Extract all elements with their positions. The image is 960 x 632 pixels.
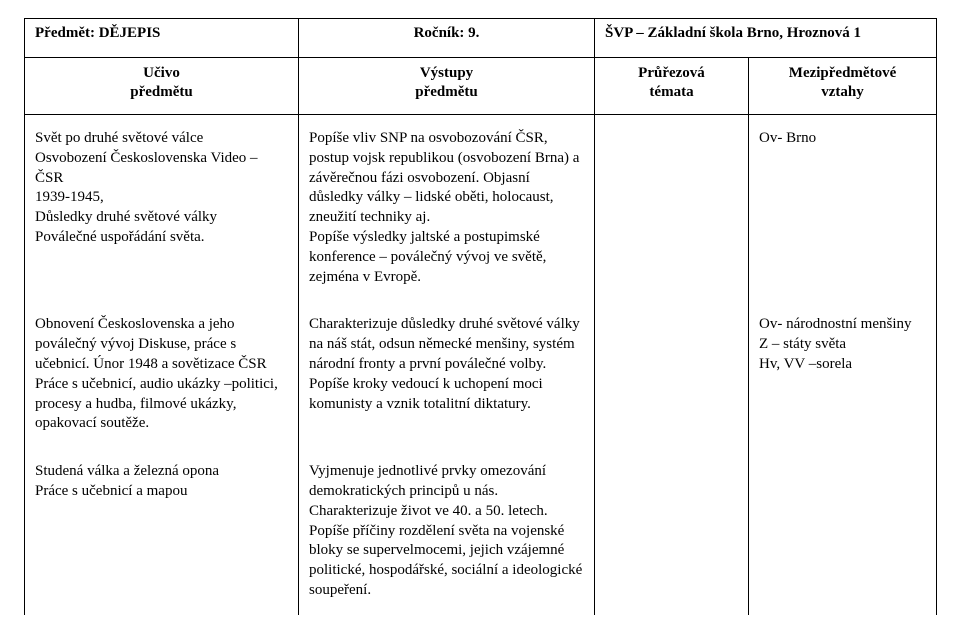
table-row: Studená válka a železná oponaPráce s uče…	[25, 448, 937, 615]
table-row: Svět po druhé světové válceOsvobození Če…	[25, 115, 937, 301]
cell-vystupy: Vyjmenuje jednotlivé prvky omezování dem…	[299, 448, 595, 615]
grade-cell: Ročník: 9.	[299, 19, 595, 58]
cell-temata	[595, 115, 749, 301]
cell-ucivo: Obnovení Československa a jeho poválečný…	[25, 301, 299, 448]
cell-temata	[595, 448, 749, 615]
cell-vztahy: Ov- národnostní menšinyZ – státy světaHv…	[749, 301, 937, 448]
column-headers-row: Učivopředmětu Výstupypředmětu Průřezovát…	[25, 58, 937, 115]
subject-cell: Předmět: DĚJEPIS	[25, 19, 299, 58]
cell-vztahy: Ov- Brno	[749, 115, 937, 301]
cell-ucivo: Studená válka a železná oponaPráce s uče…	[25, 448, 299, 615]
cell-vystupy: Charakterizuje důsledky druhé světové vá…	[299, 301, 595, 448]
cell-vystupy: Popíše vliv SNP na osvobozování ČSR, pos…	[299, 115, 595, 301]
curriculum-page: Předmět: DĚJEPIS Ročník: 9. ŠVP – Základ…	[0, 0, 960, 632]
title-row: Předmět: DĚJEPIS Ročník: 9. ŠVP – Základ…	[25, 19, 937, 58]
col-header-temata: Průřezovátémata	[595, 58, 749, 115]
svp-cell: ŠVP – Základní škola Brno, Hroznová 1	[595, 19, 937, 58]
cell-temata	[595, 301, 749, 448]
cell-ucivo: Svět po druhé světové válceOsvobození Če…	[25, 115, 299, 301]
content-table: Svět po druhé světové válceOsvobození Če…	[24, 115, 937, 615]
header-table: Předmět: DĚJEPIS Ročník: 9. ŠVP – Základ…	[24, 18, 937, 115]
cell-vztahy	[749, 448, 937, 615]
col-header-vztahy: Mezipředmětovévztahy	[749, 58, 937, 115]
table-row: Obnovení Československa a jeho poválečný…	[25, 301, 937, 448]
col-header-ucivo: Učivopředmětu	[25, 58, 299, 115]
col-header-vystupy: Výstupypředmětu	[299, 58, 595, 115]
